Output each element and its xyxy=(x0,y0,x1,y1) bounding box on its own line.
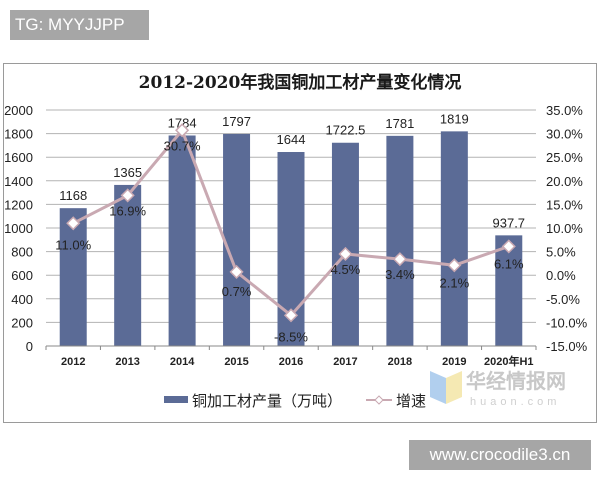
diamond-marker-icon xyxy=(392,252,407,267)
bar-value-label: 1365 xyxy=(113,165,142,180)
left-axis-tick: 600 xyxy=(11,268,33,283)
right-axis-tick: 15.0% xyxy=(546,197,583,212)
diamond-marker-icon xyxy=(338,246,353,262)
logo-blue-shape-icon xyxy=(430,371,446,404)
logo-text-en: huaon.com xyxy=(470,396,560,408)
bar-2013 xyxy=(114,184,142,346)
right-axis-tick: 5.0% xyxy=(546,245,576,260)
diamond-marker-icon xyxy=(447,258,462,273)
logo-yellow-shape-icon xyxy=(446,371,462,404)
x-axis-label: 2018 xyxy=(388,356,412,368)
bar-value-label: 1797 xyxy=(222,114,251,129)
bar-2020年H1 xyxy=(495,235,523,346)
x-axis-label: 2016 xyxy=(279,356,303,368)
diamond-marker-icon xyxy=(66,216,81,231)
legend-diamond-icon xyxy=(374,395,384,405)
x-axis-label: 2012 xyxy=(61,356,85,368)
growth-value-label: 3.4% xyxy=(385,267,415,282)
diamond-marker-icon xyxy=(501,239,516,254)
right-axis-tick: 0.0% xyxy=(546,268,576,283)
growth-value-label: 2.1% xyxy=(440,275,470,290)
bar-value-label: 1819 xyxy=(440,111,469,126)
right-axis-tick: 35.0% xyxy=(546,103,583,118)
x-axis-label: 2019 xyxy=(442,356,466,368)
growth-value-label: -8.5% xyxy=(274,329,308,344)
growth-value-label: 16.9% xyxy=(109,203,146,218)
left-axis-tick: 2000 xyxy=(4,103,33,118)
left-axis-tick: 1400 xyxy=(4,174,33,189)
legend-line-label: 增速 xyxy=(396,393,426,410)
left-axis-tick: 1800 xyxy=(4,127,33,142)
left-axis-tick: 0 xyxy=(26,339,33,354)
bar-value-label: 1168 xyxy=(59,188,87,203)
left-axis-tick: 800 xyxy=(11,245,33,260)
bar-2018 xyxy=(386,135,414,346)
bar-2014 xyxy=(168,135,196,346)
growth-value-label: 4.5% xyxy=(331,262,361,277)
left-axis-tick: 1600 xyxy=(4,150,33,165)
bar-value-label: 1722.5 xyxy=(326,123,366,138)
x-axis-label: 2017 xyxy=(333,356,357,368)
legend-bar-swatch-icon xyxy=(164,396,188,403)
watermark-top-badge: TG: MYYJJPP xyxy=(10,10,149,40)
x-axis-label: 2014 xyxy=(170,356,195,368)
chart-title: 2012-2020年我国铜加工材产量变化情况 xyxy=(139,72,462,93)
left-axis-tick: 200 xyxy=(11,315,33,330)
diamond-marker-icon xyxy=(120,188,135,203)
bar-2019 xyxy=(440,131,468,346)
growth-value-label: 6.1% xyxy=(494,256,524,271)
logo-text-cn: 华经情报网 xyxy=(466,369,566,393)
right-axis-tick: 10.0% xyxy=(546,221,583,236)
chart-frame: 2012-2020年我国铜加工材产量变化情况 2000 1800 1600 1400 12… xyxy=(3,63,597,423)
right-axis-tick: -15.0% xyxy=(546,339,588,354)
bar-2017 xyxy=(331,142,359,346)
growth-value-label: 30.7% xyxy=(164,138,201,153)
right-axis-tick: 25.0% xyxy=(546,150,583,165)
bar-value-label: 1644 xyxy=(277,132,306,147)
bar-value-label: 937.7 xyxy=(493,215,526,230)
left-axis-tick: 1000 xyxy=(4,221,33,236)
legend-bar-label: 铜加工材产量（万吨） xyxy=(192,393,342,410)
x-axis-label: 2020年H1 xyxy=(484,354,534,368)
right-axis-tick: -5.0% xyxy=(546,292,580,307)
x-axis-label: 2015 xyxy=(224,356,248,368)
bar-2015 xyxy=(223,133,251,346)
bar-value-label: 1781 xyxy=(385,116,414,131)
bar-value-label: 1784 xyxy=(168,115,197,130)
right-axis-tick: 30.0% xyxy=(546,127,583,142)
watermark-url-badge: www.crocodile3.cn xyxy=(409,440,591,470)
right-axis-tick: 20.0% xyxy=(546,174,583,189)
bar-2012 xyxy=(59,208,87,346)
left-axis-tick: 1200 xyxy=(4,197,33,212)
left-axis-tick: 400 xyxy=(11,292,33,307)
diamond-marker-icon xyxy=(283,308,299,323)
growth-value-label: 0.7% xyxy=(222,284,252,299)
diamond-marker-icon xyxy=(229,264,244,279)
diamond-marker-icon xyxy=(175,123,190,138)
growth-value-label: 11.0% xyxy=(55,237,91,252)
x-axis-label: 2013 xyxy=(115,356,139,368)
right-axis-tick: -10.0% xyxy=(546,315,588,330)
combo-chart: 2012-2020年我国铜加工材产量变化情况200018001600140012… xyxy=(4,72,588,410)
